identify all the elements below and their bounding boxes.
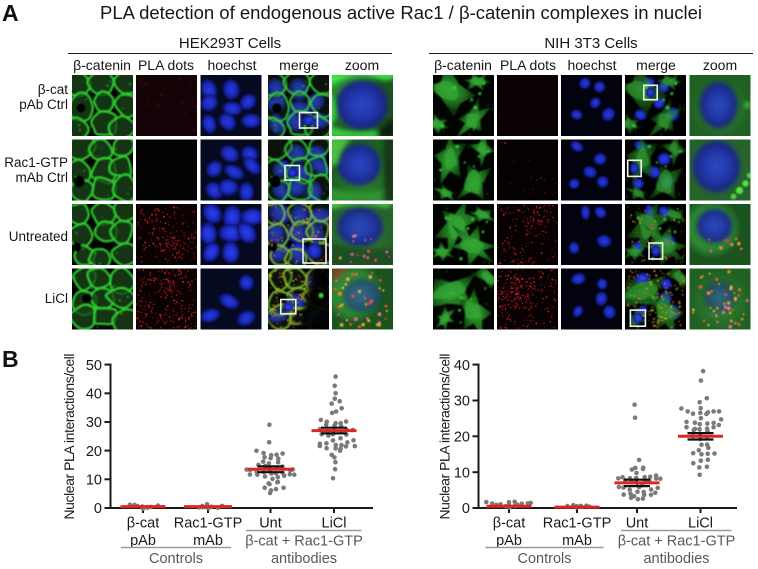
svg-text:β-cat: β-cat bbox=[493, 516, 526, 532]
svg-text:40: 40 bbox=[454, 358, 470, 374]
svg-text:Rac1-GTP: Rac1-GTP bbox=[543, 516, 612, 532]
svg-text:Controls: Controls bbox=[149, 551, 203, 567]
svg-text:20: 20 bbox=[454, 430, 470, 446]
svg-text:pAb: pAb bbox=[130, 533, 156, 549]
svg-text:antibodies: antibodies bbox=[271, 551, 337, 567]
svg-text:Unt: Unt bbox=[626, 516, 649, 532]
svg-text:antibodies: antibodies bbox=[643, 551, 709, 567]
svg-text:50: 50 bbox=[86, 358, 102, 374]
svg-text:mAb: mAb bbox=[193, 533, 223, 549]
svg-text:20: 20 bbox=[86, 444, 102, 460]
svg-text:0: 0 bbox=[94, 501, 102, 517]
svg-text:Rac1-GTP: Rac1-GTP bbox=[174, 516, 243, 532]
svg-text:Unt: Unt bbox=[259, 516, 282, 532]
svg-text:LiCl: LiCl bbox=[688, 516, 713, 532]
svg-text:β-cat + Rac1-GTP: β-cat + Rac1-GTP bbox=[618, 534, 736, 550]
svg-text:β-cat + Rac1-GTP: β-cat + Rac1-GTP bbox=[245, 534, 363, 550]
svg-text:10: 10 bbox=[86, 473, 102, 489]
svg-text:pAb: pAb bbox=[496, 533, 522, 549]
svg-text:Nuclear PLA interactions/cell: Nuclear PLA interactions/cell bbox=[61, 354, 77, 520]
svg-text:Controls: Controls bbox=[518, 551, 572, 567]
svg-text:40: 40 bbox=[86, 387, 102, 403]
svg-text:30: 30 bbox=[86, 415, 102, 431]
svg-text:LiCl: LiCl bbox=[322, 516, 347, 532]
svg-text:Nuclear PLA interactions/cell: Nuclear PLA interactions/cell bbox=[437, 354, 453, 520]
svg-text:mAb: mAb bbox=[562, 533, 592, 549]
svg-text:β-cat: β-cat bbox=[127, 516, 160, 532]
svg-text:10: 10 bbox=[454, 465, 470, 481]
svg-text:30: 30 bbox=[454, 394, 470, 410]
svg-text:0: 0 bbox=[462, 501, 470, 517]
